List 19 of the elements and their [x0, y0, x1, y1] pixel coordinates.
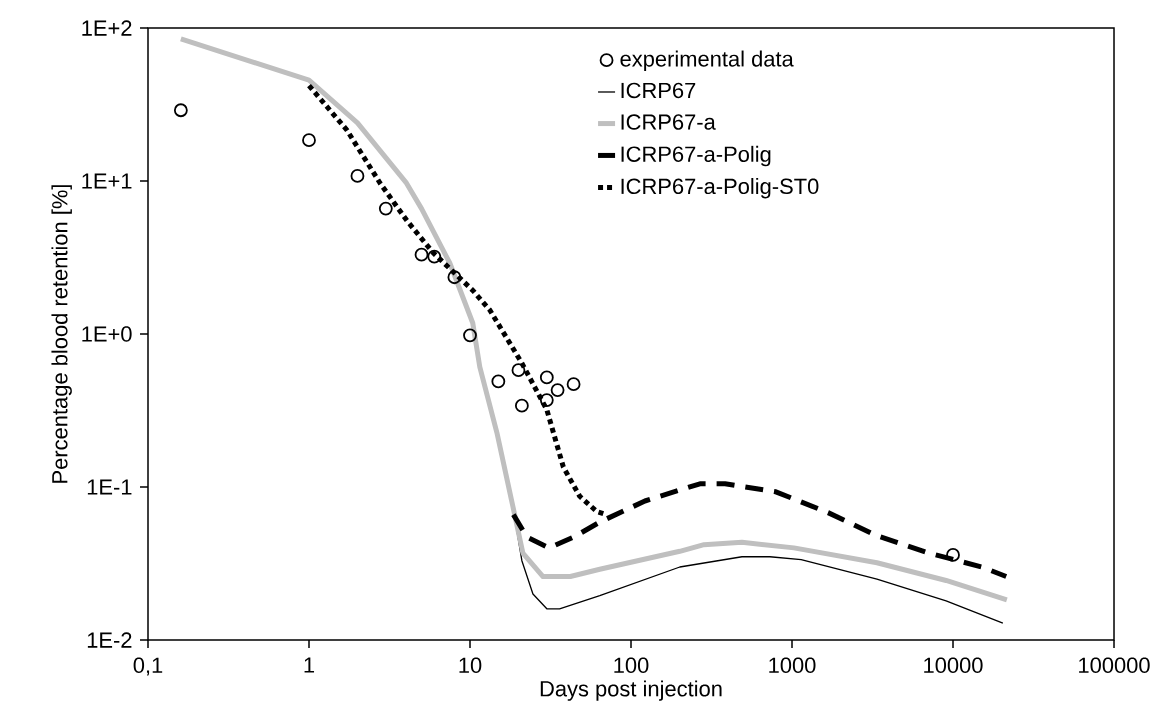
- legend-label: ICRP67: [621, 82, 696, 99]
- x-axis-title: Days post injection: [540, 680, 722, 701]
- x-tick-label: 10: [459, 657, 482, 674]
- y-tick-label: 1E+2: [82, 20, 132, 36]
- x-tick-label: 1: [304, 657, 315, 673]
- y-axis-title: Percentage blood retention [%]: [51, 185, 72, 483]
- y-tick-label: 1E-1: [87, 479, 132, 495]
- x-tick-label: 100000: [1079, 657, 1150, 674]
- y-tick-label: 1E-2: [87, 632, 132, 648]
- legend-label: ICRP67-a: [621, 114, 716, 130]
- y-tick-label: 1E+0: [82, 326, 132, 342]
- legend-label: experimental data: [620, 50, 794, 71]
- legend-label: ICRP67-a-Polig: [621, 145, 771, 167]
- y-tick-label: 1E+1: [82, 173, 132, 189]
- x-tick-label: 0,1: [133, 657, 163, 676]
- legend-label: ICRP67-a-Polig-ST0: [621, 177, 819, 199]
- x-tick-label: 10000: [924, 657, 983, 674]
- x-tick-label: 100: [614, 657, 649, 674]
- x-tick-label: 1000: [769, 657, 816, 674]
